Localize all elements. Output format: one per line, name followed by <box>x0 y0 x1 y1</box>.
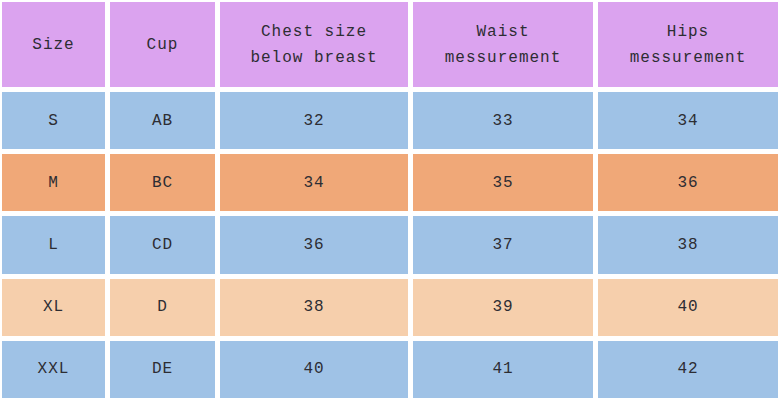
table-cell-cup-m: BC <box>110 154 215 211</box>
header-label-chest: Chest size below breast <box>244 19 384 71</box>
table-cell-waist-l: 37 <box>413 216 593 273</box>
table-cell-waist-xxl: 41 <box>413 341 593 398</box>
table-cell-size-m: M <box>2 154 105 211</box>
header-label-cup: Cup <box>147 32 179 58</box>
table-cell-chest-l: 36 <box>220 216 408 273</box>
table-cell-waist-s: 33 <box>413 92 593 149</box>
header-label-size: Size <box>32 32 74 58</box>
table-cell-waist-xl: 39 <box>413 279 593 336</box>
table-cell-hips-xxl: 42 <box>598 341 778 398</box>
header-cell-cup: Cup <box>110 2 215 87</box>
header-cell-hips: Hips messurement <box>598 2 778 87</box>
table-cell-cup-xxl: DE <box>110 341 215 398</box>
table-cell-hips-xl: 40 <box>598 279 778 336</box>
table-cell-chest-m: 34 <box>220 154 408 211</box>
header-label-waist: Waist messurement <box>433 19 573 71</box>
table-cell-size-xxl: XXL <box>2 341 105 398</box>
table-cell-size-s: S <box>2 92 105 149</box>
table-cell-chest-s: 32 <box>220 92 408 149</box>
header-cell-waist: Waist messurement <box>413 2 593 87</box>
header-label-hips: Hips messurement <box>618 19 758 71</box>
table-cell-cup-l: CD <box>110 216 215 273</box>
table-cell-cup-xl: D <box>110 279 215 336</box>
table-cell-hips-l: 38 <box>598 216 778 273</box>
table-cell-chest-xl: 38 <box>220 279 408 336</box>
table-cell-hips-m: 36 <box>598 154 778 211</box>
header-cell-size: Size <box>2 2 105 87</box>
table-cell-cup-s: AB <box>110 92 215 149</box>
table-cell-hips-s: 34 <box>598 92 778 149</box>
table-cell-waist-m: 35 <box>413 154 593 211</box>
header-cell-chest: Chest size below breast <box>220 2 408 87</box>
table-cell-size-l: L <box>2 216 105 273</box>
table-cell-size-xl: XL <box>2 279 105 336</box>
table-cell-chest-xxl: 40 <box>220 341 408 398</box>
size-chart-table: Size Cup Chest size below breast Waist m… <box>0 0 781 403</box>
